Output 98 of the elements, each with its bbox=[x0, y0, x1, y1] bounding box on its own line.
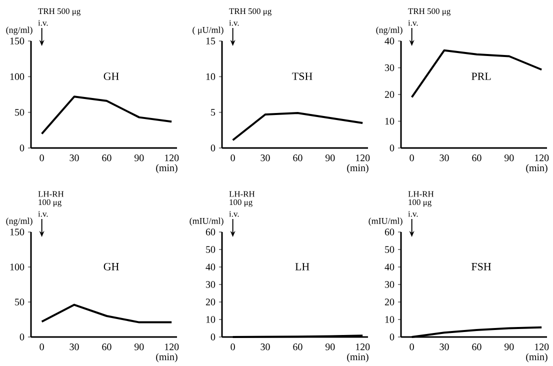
x-tick-label: 0 bbox=[230, 154, 235, 162]
y-tick-label: 30 bbox=[385, 281, 394, 288]
x-axis-title: (min) bbox=[526, 164, 548, 174]
x-tick-label: 60 bbox=[472, 344, 482, 350]
y-tick-label: 0 bbox=[390, 334, 394, 340]
x-tick-label: 120 bbox=[356, 154, 370, 162]
y-axis-title: (mIU/ml) bbox=[368, 218, 402, 226]
line-series bbox=[232, 112, 364, 142]
x-tick-label: 90 bbox=[134, 154, 144, 162]
y-tick-label: 0 bbox=[210, 144, 216, 152]
text: i.v. bbox=[229, 20, 239, 26]
x-axis-title: (min) bbox=[347, 353, 368, 362]
text: i.v. bbox=[408, 20, 418, 26]
x-tick-label: 120 bbox=[165, 154, 179, 162]
text: FSH bbox=[472, 262, 492, 270]
x-tick-label: 60 bbox=[293, 154, 302, 162]
x-tick-label: 120 bbox=[535, 344, 549, 350]
x-tick-label: 30 bbox=[70, 154, 79, 162]
text: 100 μg bbox=[38, 199, 62, 207]
y-tick-label: 50 bbox=[385, 246, 394, 253]
y-tick-label: 40 bbox=[384, 38, 394, 44]
x-tick-label: 30 bbox=[70, 344, 79, 350]
x-axis-title: (min) bbox=[156, 353, 178, 362]
y-tick-label: 20 bbox=[384, 298, 394, 306]
x-tick-label: 90 bbox=[326, 344, 335, 350]
x-axis-title: (min) bbox=[156, 164, 178, 174]
x-axis-title: (min) bbox=[347, 164, 368, 174]
y-axis-title: (mIU/ml) bbox=[190, 218, 224, 226]
y-tick-label: 0 bbox=[390, 144, 394, 152]
x-tick-label: 60 bbox=[472, 154, 482, 162]
y-tick-label: 100 bbox=[10, 73, 24, 80]
y-tick-label: 30 bbox=[385, 64, 394, 72]
x-tick-label: 120 bbox=[356, 344, 370, 350]
y-tick-label: 0 bbox=[20, 144, 24, 152]
y-tick-label: 10 bbox=[206, 73, 216, 80]
line-series bbox=[410, 49, 543, 98]
x-tick-label: 0 bbox=[230, 344, 235, 350]
y-tick-label: 50 bbox=[15, 298, 24, 306]
text: LH-RH bbox=[408, 191, 434, 197]
x-axis-title: (min) bbox=[526, 353, 548, 362]
x-tick-label: 90 bbox=[504, 154, 514, 162]
y-tick-label: 0 bbox=[20, 334, 24, 340]
x-tick-label: 0 bbox=[40, 154, 44, 162]
y-tick-label: 40 bbox=[206, 264, 216, 270]
x-tick-label: 60 bbox=[102, 154, 112, 162]
x-tick-label: 0 bbox=[40, 344, 44, 350]
y-tick-label: 5 bbox=[211, 109, 216, 116]
text: 100 μg bbox=[230, 199, 252, 207]
text: TRH 500 μg bbox=[38, 8, 81, 16]
text: i.v. bbox=[408, 211, 418, 217]
y-tick-label: 20 bbox=[206, 298, 216, 306]
y-tick-label: 150 bbox=[10, 228, 24, 236]
text: TRH 500 μg bbox=[229, 8, 272, 16]
x-tick-label: 30 bbox=[260, 154, 270, 162]
y-tick-label: 60 bbox=[384, 228, 394, 236]
x-tick-label: 0 bbox=[410, 154, 414, 162]
text: TRH 500 μg bbox=[408, 8, 451, 16]
y-tick-label: 50 bbox=[206, 246, 216, 253]
y-tick-label: 0 bbox=[210, 334, 216, 340]
y-tick-label: 10 bbox=[385, 118, 394, 125]
y-axis-title: ( μU/ml) bbox=[192, 26, 224, 35]
text: 100 μg bbox=[408, 199, 432, 207]
text: i.v. bbox=[38, 20, 48, 26]
y-axis-title: (ng/ml) bbox=[376, 26, 402, 35]
x-tick-label: 30 bbox=[260, 344, 270, 350]
text: i.v. bbox=[38, 211, 48, 217]
text: TSH bbox=[292, 72, 312, 80]
x-tick-label: 0 bbox=[410, 344, 414, 350]
y-tick-label: 50 bbox=[15, 108, 24, 116]
text: GH bbox=[104, 262, 119, 270]
y-tick-label: 150 bbox=[10, 38, 24, 44]
x-tick-label: 60 bbox=[293, 344, 302, 350]
line-series bbox=[40, 304, 173, 324]
y-tick-label: 100 bbox=[10, 264, 24, 270]
y-tick-label: 40 bbox=[384, 264, 394, 270]
x-tick-label: 30 bbox=[440, 344, 449, 350]
text: i.v. bbox=[229, 211, 239, 217]
y-tick-label: 20 bbox=[384, 91, 394, 98]
x-tick-label: 120 bbox=[535, 154, 549, 162]
x-tick-label: 90 bbox=[134, 344, 144, 350]
y-tick-label: 10 bbox=[385, 316, 394, 323]
text: PRL bbox=[472, 72, 491, 80]
y-axis-title: (ng/ml) bbox=[6, 218, 32, 226]
text: LH bbox=[295, 263, 310, 270]
x-tick-label: 90 bbox=[326, 154, 335, 162]
y-axis-title: (ng/ml) bbox=[6, 26, 32, 35]
x-tick-label: 90 bbox=[504, 344, 514, 350]
x-tick-label: 30 bbox=[440, 154, 449, 162]
y-tick-label: 30 bbox=[206, 281, 216, 288]
text: LH-RH bbox=[229, 191, 255, 197]
x-tick-label: 120 bbox=[165, 344, 179, 350]
y-tick-label: 10 bbox=[206, 316, 216, 323]
text: GH bbox=[104, 72, 119, 80]
line-series bbox=[40, 96, 173, 135]
x-tick-label: 60 bbox=[102, 344, 112, 350]
y-tick-label: 60 bbox=[206, 228, 216, 236]
y-tick-label: 15 bbox=[206, 38, 216, 44]
text: LH-RH bbox=[38, 191, 64, 197]
